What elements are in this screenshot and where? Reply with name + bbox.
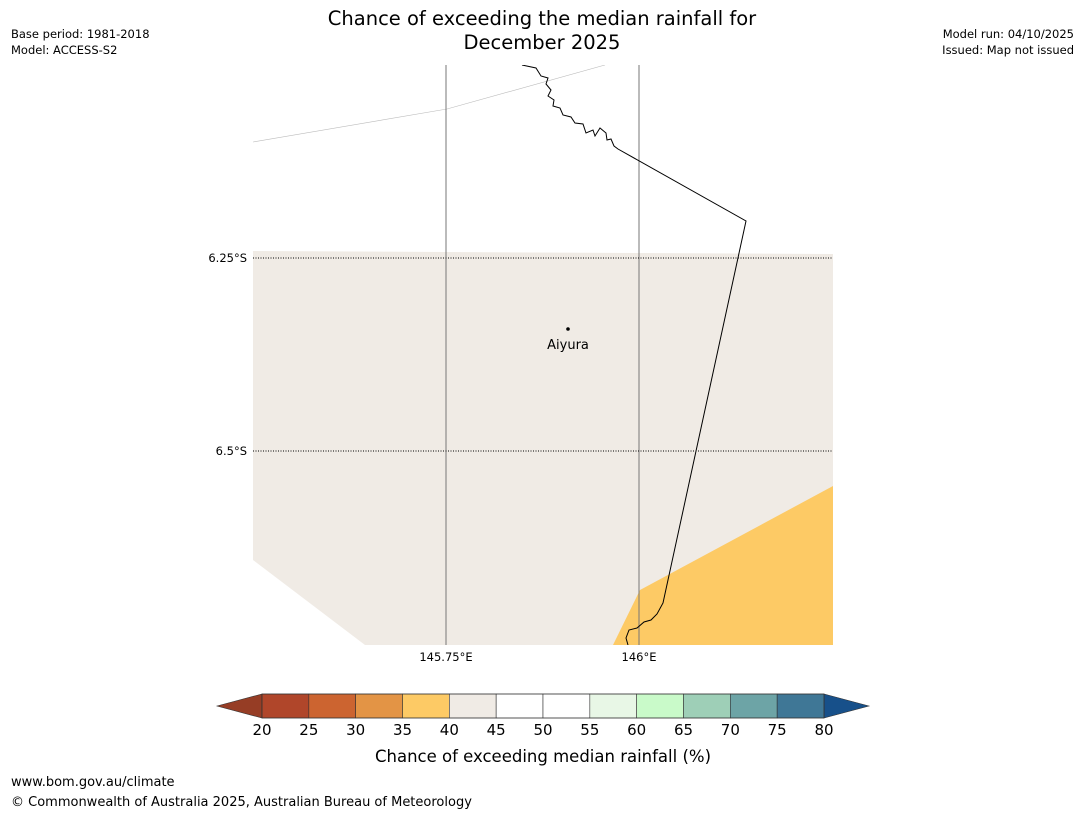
footer-url[interactable]: www.bom.gov.au/climate xyxy=(11,775,175,790)
lon-label-145-75: 145.75°E xyxy=(419,650,472,664)
colorbar-segment xyxy=(683,693,731,719)
colorbar-tick-label: 25 xyxy=(299,721,318,739)
colorbar-under-arrow xyxy=(215,693,263,719)
metadata-left: Base period: 1981-2018 Model: ACCESS-S2 xyxy=(11,26,150,58)
colorbar-tick-label: 30 xyxy=(346,721,365,739)
metadata-right: Model run: 04/10/2025 Issued: Map not is… xyxy=(942,26,1074,58)
colorbar-segment xyxy=(776,693,825,719)
title-line-2: December 2025 xyxy=(463,31,621,54)
colorbar-segment xyxy=(261,693,310,719)
colorbar-tick-label: 70 xyxy=(721,721,740,739)
colorbar-segment xyxy=(589,693,637,719)
colorbar-outline xyxy=(261,693,825,719)
colorbar-tick-label: 80 xyxy=(814,721,833,739)
lat-label-6-5: 6.5°S xyxy=(216,444,247,458)
colorbar-segment xyxy=(495,693,544,719)
coastline xyxy=(253,65,606,143)
place-marker xyxy=(566,327,570,331)
colorbar-tick-label: 60 xyxy=(627,721,646,739)
colorbar-segment xyxy=(355,693,403,719)
colorbar-tick-label: 40 xyxy=(440,721,459,739)
colorbar-tick-label: 75 xyxy=(768,721,787,739)
region-40-45-percent xyxy=(253,251,833,645)
region-35-40-percent xyxy=(613,486,833,645)
colorbar-tick-label: 45 xyxy=(487,721,506,739)
title-line-1: Chance of exceeding the median rainfall … xyxy=(327,7,757,30)
lat-label-6-25: 6.25°S xyxy=(208,251,247,265)
colorbar-tick-label: 65 xyxy=(674,721,693,739)
map-area: Aiyura xyxy=(253,65,833,645)
base-period: Base period: 1981-2018 xyxy=(11,27,150,41)
province-boundary xyxy=(521,65,747,645)
colorbar-segment xyxy=(402,693,450,719)
footer-copyright: © Commonwealth of Australia 2025, Austra… xyxy=(11,795,472,810)
colorbar-segment xyxy=(308,693,356,719)
colorbar-segment xyxy=(730,693,778,719)
map-title: Chance of exceeding the median rainfall … xyxy=(292,7,792,55)
colorbar-segment xyxy=(636,693,684,719)
place-label: Aiyura xyxy=(547,338,589,353)
colorbar-tick-label: 55 xyxy=(580,721,599,739)
colorbar-title: Chance of exceeding median rainfall (%) xyxy=(375,747,711,766)
colorbar-tick-label: 20 xyxy=(252,721,271,739)
lon-label-146: 146°E xyxy=(622,650,657,664)
colorbar-segment xyxy=(542,693,591,719)
colorbar: 20 25 30 35 40 45 50 55 60 65 70 75 80 Chance of exc… xyxy=(215,693,871,766)
colorbar-tick-label: 35 xyxy=(393,721,412,739)
model-run: Model run: 04/10/2025 xyxy=(942,27,1074,41)
colorbar-over-arrow xyxy=(823,693,871,719)
model-name: Model: ACCESS-S2 xyxy=(11,43,118,57)
colorbar-segment xyxy=(449,693,497,719)
issued-status: Issued: Map not issued xyxy=(942,43,1074,57)
colorbar-tick-label: 50 xyxy=(533,721,552,739)
